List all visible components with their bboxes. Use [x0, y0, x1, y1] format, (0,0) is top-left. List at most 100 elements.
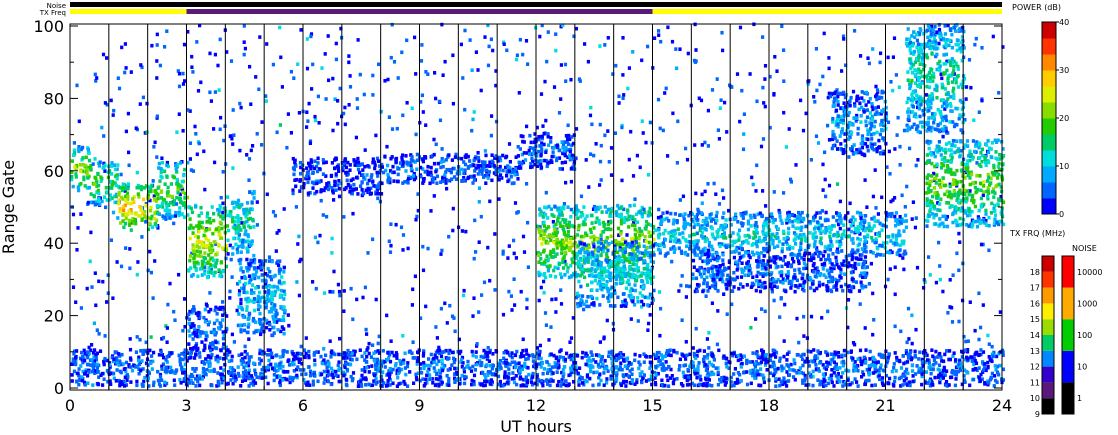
echo-cell	[736, 220, 740, 224]
echo-cell	[773, 234, 777, 239]
echo-cell	[871, 238, 875, 243]
echo-cell	[188, 334, 192, 338]
echo-cell	[880, 243, 884, 248]
echo-speckle	[316, 240, 320, 245]
echo-cell	[169, 182, 173, 186]
echo-speckle	[893, 147, 897, 151]
echo-cell	[572, 255, 576, 260]
echo-speckle	[474, 50, 478, 54]
echo-cell	[221, 246, 225, 250]
echo-cell	[354, 159, 358, 164]
echo-cell	[246, 217, 250, 221]
echo-cell	[734, 249, 738, 253]
echo-cell	[591, 259, 595, 264]
echo-cell	[606, 256, 610, 260]
echo-cell	[659, 218, 663, 223]
echo-cell	[575, 211, 579, 215]
echo-cell	[529, 161, 533, 166]
echo-cell	[267, 320, 271, 325]
echo-cell	[843, 150, 848, 155]
echo-speckle	[129, 70, 133, 74]
echo-speckle	[900, 193, 904, 198]
echo-cell	[376, 174, 380, 178]
echo-cell	[708, 258, 713, 263]
echo-cell	[669, 237, 673, 241]
txfreq-bar-segment	[652, 9, 1002, 14]
echo-cell	[720, 234, 724, 239]
echo-cell	[70, 177, 74, 182]
echo-cell	[237, 216, 241, 221]
echo-speckle	[986, 333, 990, 338]
echo-speckle	[97, 279, 101, 284]
echo-cell	[205, 215, 209, 219]
echo-cell	[788, 219, 792, 224]
echo-cell	[838, 244, 842, 249]
echo-cell	[847, 261, 851, 265]
echo-speckle	[510, 308, 514, 312]
echo-speckle	[134, 126, 138, 130]
echo-cell	[248, 278, 252, 283]
echo-cell	[570, 257, 574, 261]
echo-speckle	[621, 73, 625, 77]
echo-speckle	[941, 289, 945, 294]
echo-cell	[450, 177, 454, 181]
echo-cell	[248, 216, 252, 221]
echo-cell	[298, 178, 302, 182]
echo-cell	[183, 215, 187, 219]
echo-speckle	[659, 39, 663, 44]
echo-speckle	[990, 344, 994, 349]
echo-cell	[830, 275, 835, 280]
echo-cell	[718, 277, 722, 282]
echo-cell	[184, 204, 188, 208]
echo-cell	[888, 250, 892, 255]
echo-cell	[735, 275, 739, 280]
echo-speckle	[330, 236, 334, 241]
echo-cell	[594, 209, 598, 214]
echo-speckle	[870, 104, 874, 109]
echo-speckle	[376, 196, 380, 201]
echo-speckle	[554, 297, 558, 301]
echo-cell	[810, 282, 815, 286]
echo-speckle	[101, 279, 105, 284]
echo-speckle	[771, 258, 775, 263]
echo-speckle	[389, 55, 393, 60]
echo-cell	[232, 206, 236, 210]
echo-speckle	[680, 318, 684, 322]
echo-speckle	[542, 290, 546, 295]
echo-speckle	[117, 86, 122, 91]
txfreq-bar-segment	[70, 9, 187, 14]
echo-speckle	[559, 24, 563, 29]
echo-cell	[624, 240, 628, 245]
echo-cell	[697, 269, 701, 274]
echo-speckle	[277, 228, 281, 233]
echo-cell	[440, 157, 444, 161]
echo-cell	[585, 233, 589, 238]
echo-speckle	[451, 206, 455, 211]
echo-cell	[122, 225, 126, 230]
echo-cell	[627, 282, 631, 287]
echo-cell	[596, 281, 600, 286]
echo-cell	[268, 259, 272, 263]
echo-cell	[592, 234, 596, 239]
echo-speckle	[462, 293, 466, 298]
echo-cell	[827, 271, 831, 275]
echo-cell	[386, 180, 390, 184]
echo-cell	[149, 205, 153, 210]
echo-speckle	[517, 91, 521, 95]
echo-cell	[96, 171, 100, 176]
echo-speckle	[221, 170, 225, 174]
echo-speckle	[671, 111, 675, 116]
echo-cell	[242, 315, 246, 319]
echo-cell	[209, 257, 213, 261]
echo-cell	[355, 163, 359, 168]
echo-cell	[872, 224, 876, 228]
echo-cell	[630, 223, 635, 227]
echo-cell	[525, 151, 530, 155]
echo-speckle	[247, 178, 251, 182]
echo-speckle	[439, 252, 443, 256]
echo-cell	[188, 217, 192, 221]
echo-cell	[76, 147, 80, 152]
echo-cell	[490, 159, 494, 164]
echo-cell	[549, 238, 553, 243]
echo-speckle	[103, 334, 107, 338]
